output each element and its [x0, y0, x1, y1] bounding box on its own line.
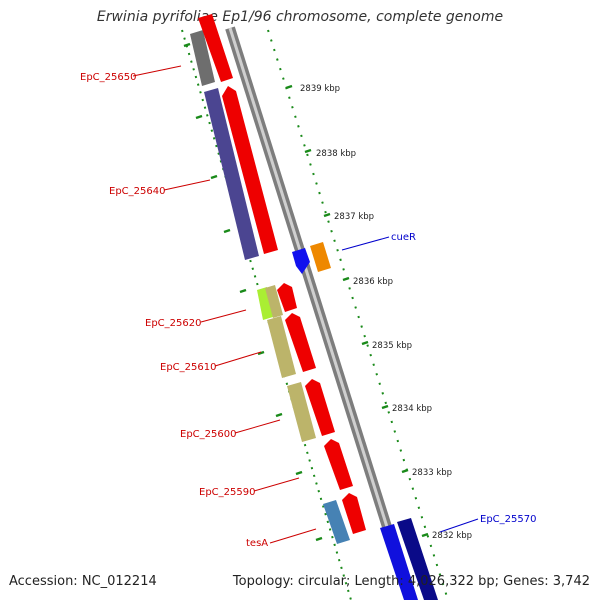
chromosome-backbone	[225, 26, 415, 600]
gene-labels: EpC_25650 EpC_25640 cueR EpC_25620 EpC_2…	[80, 72, 536, 549]
navy-block[interactable]	[397, 518, 438, 600]
map-title: Erwinia pyrifoliae Ep1/96 chromosome, co…	[96, 9, 504, 25]
kbp-label: 2837 kbp	[334, 212, 374, 222]
gray-block-top[interactable]	[190, 30, 215, 86]
red-arrow-top[interactable]	[198, 14, 233, 82]
major-tick	[361, 340, 369, 346]
major-ticks	[183, 42, 429, 542]
major-tick	[275, 412, 283, 418]
kbp-label: 2835 kbp	[372, 341, 412, 351]
accession-text: Accession: NC_012214	[9, 574, 157, 589]
kbp-label: 2839 kbp	[300, 84, 340, 94]
genome-summary-text: Topology: circular; Length: 4,026,322 bp…	[232, 574, 590, 589]
gene-label-EpC_25640[interactable]: EpC_25640	[109, 186, 165, 197]
lime-block[interactable]	[257, 287, 273, 320]
kbp-label: 2834 kbp	[392, 404, 432, 414]
gene-label-EpC_25570[interactable]: EpC_25570	[480, 514, 536, 525]
major-tick	[257, 350, 265, 356]
red-arrow-3[interactable]	[285, 313, 316, 372]
major-tick	[342, 276, 350, 282]
gene-label-EpC_25590[interactable]: EpC_25590	[199, 487, 255, 498]
steelblue-block[interactable]	[323, 500, 350, 544]
major-tick	[421, 532, 429, 538]
blue-block[interactable]	[380, 524, 418, 600]
red-arrow-5[interactable]	[324, 439, 353, 490]
major-tick	[323, 212, 331, 218]
red-arrow-4[interactable]	[305, 379, 335, 436]
major-tick	[401, 468, 409, 474]
red-arrow-6[interactable]	[342, 493, 366, 534]
gene-label-EpC_25620[interactable]: EpC_25620	[145, 318, 201, 329]
major-tick	[285, 84, 293, 90]
gene-label-cueR[interactable]: cueR	[391, 232, 416, 243]
kbp-label: 2832 kbp	[432, 531, 472, 541]
major-tick	[183, 42, 191, 48]
major-tick	[304, 148, 312, 154]
kbp-label: 2836 kbp	[353, 277, 393, 287]
gene-label-EpC_25650[interactable]: EpC_25650	[80, 72, 136, 83]
khaki-block-3[interactable]	[287, 382, 316, 442]
major-tick	[315, 536, 323, 542]
gene-label-EpC_25600[interactable]: EpC_25600	[180, 429, 236, 440]
major-tick	[239, 288, 247, 294]
orange-block[interactable]	[310, 242, 331, 272]
kbp-label: 2838 kbp	[316, 149, 356, 159]
kbp-label: 2833 kbp	[412, 468, 452, 478]
major-tick	[381, 404, 389, 410]
gene-label-tesA[interactable]: tesA	[246, 538, 268, 549]
leader-lines	[132, 65, 479, 544]
red-arrow-long[interactable]	[222, 86, 278, 254]
major-tick	[210, 174, 218, 180]
red-arrow-2[interactable]	[277, 283, 297, 312]
khaki-block-1[interactable]	[265, 285, 283, 318]
gene-label-EpC_25610[interactable]: EpC_25610	[160, 362, 216, 373]
major-tick	[223, 228, 231, 234]
major-tick	[195, 114, 203, 120]
major-tick	[295, 470, 303, 476]
kbp-labels: 2839 kbp 2838 kbp 2837 kbp 2836 kbp 2835…	[300, 84, 472, 541]
purple-block[interactable]	[204, 88, 259, 260]
cueR-arrow[interactable]	[292, 248, 310, 274]
khaki-block-2[interactable]	[267, 316, 296, 378]
